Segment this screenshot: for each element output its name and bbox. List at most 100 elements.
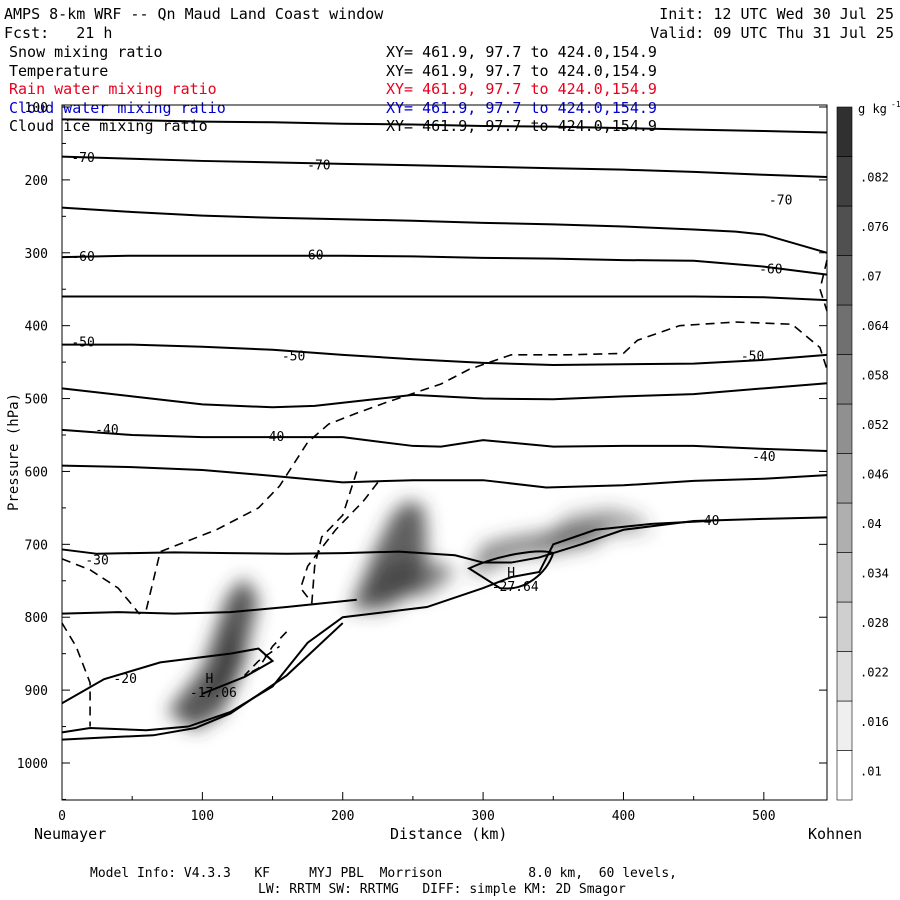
high-value: -17.06 [190, 686, 237, 701]
temperature-contour [62, 295, 828, 302]
y-tick-label: 200 [25, 174, 48, 189]
temperature-contour [61, 382, 828, 409]
snow-mixing-blob [167, 577, 259, 731]
colorbar-tick-label: .046 [860, 468, 889, 482]
temperature-contour [61, 254, 828, 276]
field-name: Snow mixing ratio [9, 43, 163, 61]
y-tick-label: 300 [25, 247, 48, 262]
colorbar-tick-label: .064 [860, 319, 889, 333]
colorbar-unit: g kg [858, 102, 887, 116]
forecast-hour: Fcst: 21 h [4, 24, 113, 42]
high-marker: H [507, 566, 515, 581]
temperature-contour [61, 464, 828, 489]
colorbar-tick-label: .034 [860, 567, 889, 581]
field-name: Cloud water mixing ratio [9, 98, 226, 117]
x-axis-right-station: Kohnen [808, 825, 863, 843]
y-tick-label: 600 [25, 465, 48, 480]
contour-label: -40 [95, 423, 118, 438]
cloud-ice-contour [819, 259, 828, 312]
colorbar-segment [836, 552, 853, 603]
contour-label: -60 [300, 249, 323, 264]
colorbar-tick-label: .022 [860, 666, 889, 680]
field-coordinates: XY= 461.9, 97.7 to 424.0,154.9 [386, 61, 657, 80]
field-coordinates: XY= 461.9, 97.7 to 424.0,154.9 [386, 80, 657, 98]
colorbar-tick-label: .07 [860, 270, 882, 284]
colorbar-tick-label: .058 [860, 369, 889, 383]
x-tick-label: 0 [58, 809, 66, 824]
colorbar-segment [836, 651, 853, 702]
temperature-contour [61, 155, 828, 178]
field-name: Rain water mixing ratio [9, 80, 217, 98]
temperature-contour [61, 428, 828, 453]
y-tick-label: 100 [25, 101, 48, 116]
colorbar-segment [836, 453, 853, 504]
field-coordinates: XY= 461.9, 97.7 to 424.0,154.9 [386, 117, 657, 135]
colorbar-segment [836, 255, 853, 306]
y-tick-label: 700 [25, 538, 48, 553]
x-tick-label: 300 [471, 809, 494, 824]
chart-title: AMPS 8-km WRF -- Qn Maud Land Coast wind… [4, 5, 384, 23]
temperature-contour [62, 343, 828, 367]
colorbar-tick-label: .076 [860, 220, 889, 234]
y-tick-label: 1000 [17, 757, 48, 772]
colorbar-tick-label: .016 [860, 715, 889, 729]
x-tick-label: 100 [191, 809, 214, 824]
colorbar-segment [836, 106, 853, 157]
contour-label: -20 [113, 672, 136, 687]
contour-label: -60 [759, 263, 782, 278]
colorbar-segment [836, 700, 853, 751]
x-axis-label: Distance (km) [390, 825, 508, 843]
colorbar-tick-label: .082 [860, 171, 889, 185]
colorbar-segment [836, 601, 853, 652]
colorbar-tick-label: .028 [860, 616, 889, 630]
contour-label: -70 [307, 158, 330, 173]
cloud-ice-contour [243, 631, 288, 677]
snow-mixing-blob [209, 617, 242, 698]
field-coordinates: XY= 461.9, 97.7 to 424.0,154.9 [386, 98, 657, 117]
temperature-contour [61, 520, 708, 734]
x-axis-left-station: Neumayer [34, 825, 107, 843]
x-tick-label: 400 [612, 809, 635, 824]
contour-label: -40 [696, 514, 719, 529]
high-value: -27.64 [492, 580, 539, 595]
y-tick-label: 400 [25, 320, 48, 335]
y-axis-label: Pressure (hPa) [6, 393, 22, 511]
field-name: Temperature [9, 61, 109, 80]
valid-time: Valid: 09 UTC Thu 31 Jul 25 [650, 24, 894, 42]
contour-label: -60 [71, 250, 94, 265]
y-tick-label: 500 [25, 393, 48, 408]
colorbar-tick-label: .052 [860, 418, 889, 432]
colorbar-tick-label: .01 [860, 765, 882, 779]
contour-label: -70 [769, 193, 792, 208]
y-tick-label: 800 [25, 611, 48, 626]
snow-shading [167, 500, 652, 731]
temperature-contour [61, 598, 357, 615]
cloud-ice-contour [61, 321, 828, 615]
colorbar-tick-label: .04 [860, 517, 882, 531]
temperature-contour [466, 550, 555, 590]
x-tick-label: 500 [752, 809, 775, 824]
contour-label: -50 [282, 349, 305, 364]
field-coordinates: XY= 461.9, 97.7 to 424.0,154.9 [386, 43, 657, 61]
cloud-ice-contour [61, 622, 91, 727]
colorbar-segment [836, 304, 853, 355]
colorbar-segment [836, 354, 853, 405]
cloud-ice-contour [299, 471, 379, 605]
colorbar-segment [836, 205, 853, 256]
temperature-contour [61, 647, 275, 705]
colorbar-unit-exponent: -1 [891, 100, 900, 109]
snow-mixing-blob [363, 558, 456, 596]
colorbar-segment [836, 403, 853, 454]
contour-label: -50 [741, 349, 764, 364]
x-tick-label: 200 [331, 809, 354, 824]
colorbar-segment [836, 156, 853, 207]
y-tick-label: 900 [25, 684, 48, 699]
temperature-contour [61, 622, 344, 741]
high-marker: H [205, 672, 213, 687]
temperature-contour [61, 118, 828, 134]
temperature-contour [61, 206, 828, 254]
contour-label: -50 [71, 335, 94, 350]
colorbar-segment [836, 502, 853, 553]
contour-label: -30 [85, 553, 108, 568]
